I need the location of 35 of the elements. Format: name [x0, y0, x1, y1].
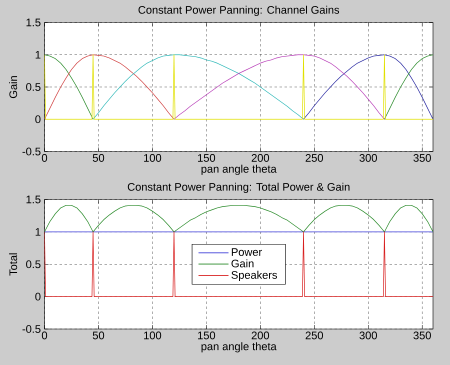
y-axis-title: Total — [9, 253, 18, 276]
y-tick-label: 1.5 — [26, 18, 40, 26]
y-axis-title: Gain — [9, 76, 18, 98]
x-tick-label: 50 — [92, 154, 104, 162]
x-tick-label: 250 — [306, 332, 324, 340]
chart-title: Constant Power Panning: Channel Gains — [138, 6, 340, 16]
y-tick-label: 0.5 — [26, 83, 40, 91]
legend-label: Gain — [232, 259, 254, 268]
x-tick-label: 50 — [92, 332, 104, 340]
x-tick-label: 100 — [144, 332, 162, 340]
x-tick-label: 0 — [42, 332, 48, 340]
x-tick-label: 300 — [360, 332, 377, 340]
x-tick-label: 200 — [252, 154, 270, 162]
y-tick-label: 0 — [35, 115, 41, 124]
x-axis-title: pan angle theta — [202, 342, 277, 352]
x-tick-label: 250 — [306, 154, 324, 162]
x-axis-title: pan angle theta — [202, 164, 277, 175]
y-tick-label: 0 — [35, 292, 41, 301]
x-tick-label: 300 — [360, 154, 377, 162]
x-tick-label: 150 — [198, 332, 216, 340]
x-tick-label: 350 — [413, 154, 431, 162]
x-tick-label: 350 — [413, 332, 431, 340]
y-tick-label: 1.5 — [26, 196, 40, 204]
y-tick-label: -0.5 — [22, 148, 40, 156]
y-tick-label: 1 — [36, 50, 40, 59]
y-tick-label: -0.5 — [22, 325, 40, 333]
x-tick-label: 150 — [198, 154, 216, 162]
legend-label: Speakers — [231, 270, 278, 282]
x-tick-label: 0 — [42, 154, 48, 162]
chart-title: Constant Power Panning: Total Power & Gain — [128, 182, 350, 193]
y-tick-label: 0.5 — [26, 260, 40, 268]
legend-label: Power — [232, 248, 262, 256]
x-tick-label: 100 — [144, 154, 162, 162]
x-tick-label: 200 — [252, 332, 270, 340]
y-tick-label: 1 — [36, 228, 40, 236]
